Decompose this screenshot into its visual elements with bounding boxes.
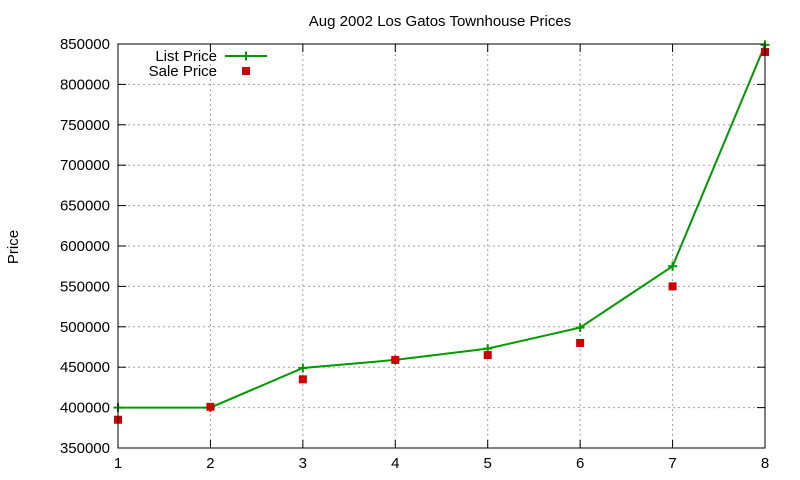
x-tick-label: 7	[668, 455, 676, 472]
legend-label: Sale Price	[149, 63, 217, 80]
series-sale-price	[114, 48, 769, 424]
sale-price-point	[298, 375, 307, 384]
chart-title: Aug 2002 Los Gatos Townhouse Prices	[309, 13, 571, 30]
axis-ticks: 350000 400000 450000 500000 550000 600000 6500…	[60, 36, 769, 472]
list-price-point	[668, 261, 678, 271]
y-tick-label: 700000	[60, 157, 110, 174]
y-tick-label: 750000	[60, 117, 110, 134]
x-tick-label: 1	[114, 455, 122, 472]
y-tick-label: 350000	[60, 440, 110, 457]
sale-price-point	[206, 402, 215, 411]
grid-lines	[118, 44, 765, 448]
x-tick-label: 2	[206, 455, 214, 472]
series-layer	[113, 40, 770, 424]
plot-frame	[117, 43, 766, 449]
x-tick-label: 4	[391, 455, 399, 472]
list-price-point	[298, 363, 308, 373]
y-axis-label: Price	[5, 230, 22, 264]
legend-label: List Price	[155, 48, 217, 65]
y-tick-label: 400000	[60, 400, 110, 417]
y-tick-label: 500000	[60, 319, 110, 336]
x-tick-label: 3	[299, 455, 307, 472]
list-price-line	[118, 44, 766, 409]
sale-price-point	[668, 282, 677, 291]
sale-price-point	[576, 338, 585, 347]
y-tick-label: 850000	[60, 36, 110, 53]
legend-square-swatch	[242, 67, 250, 75]
x-tick-label: 5	[484, 455, 492, 472]
y-tick-label: 600000	[60, 238, 110, 255]
legend-plus-swatch	[241, 51, 251, 61]
y-tick-label: 550000	[60, 278, 110, 295]
y-tick-label: 650000	[60, 198, 110, 215]
x-tick-label: 6	[576, 455, 584, 472]
y-tick-label: 450000	[60, 359, 110, 376]
y-tick-label: 800000	[60, 76, 110, 93]
sale-price-point	[483, 351, 492, 360]
sale-price-point	[391, 355, 400, 364]
x-tick-label: 8	[761, 455, 769, 472]
series-list-price	[113, 40, 770, 413]
list-price-point	[575, 323, 585, 333]
